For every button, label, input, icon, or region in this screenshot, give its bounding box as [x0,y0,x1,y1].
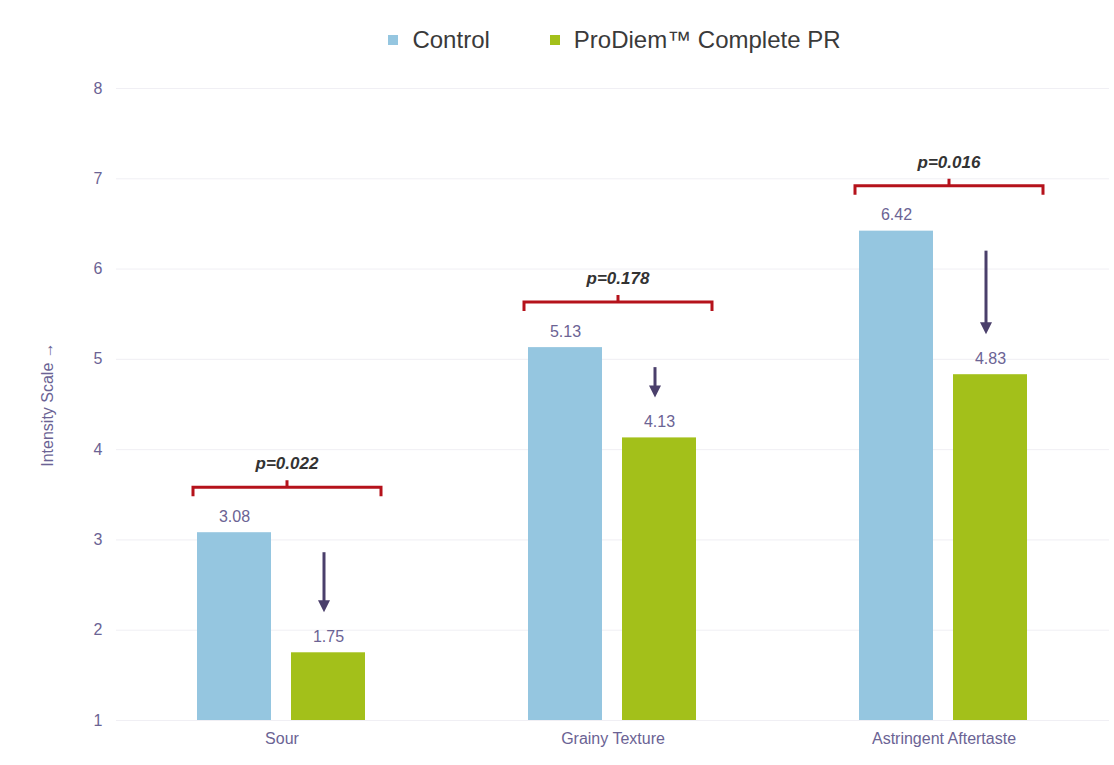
svg-text:p=0.022: p=0.022 [255,454,319,473]
svg-text:Intensity Scale →: Intensity Scale → [39,342,56,467]
svg-text:7: 7 [94,170,103,187]
svg-text:4: 4 [94,441,103,458]
html-text:ProDiem™ Complete PR: ProDiem™ Complete PR [573,26,841,53]
svg-text:1.75: 1.75 [313,628,344,645]
html-text:Control: Control [412,26,490,53]
svg-text:5: 5 [94,350,103,367]
svg-text:p=0.178: p=0.178 [586,269,650,288]
svg-text:1: 1 [94,712,103,729]
svg-text:5.13: 5.13 [550,323,581,340]
svg-text:3: 3 [94,531,103,548]
svg-text:4.13: 4.13 [644,413,675,430]
svg-text:p=0.016: p=0.016 [917,153,981,172]
svg-text:Sour: Sour [265,730,299,747]
svg-text:2: 2 [94,621,103,638]
svg-text:6.42: 6.42 [881,206,912,223]
svg-text:Astringent Aftertaste: Astringent Aftertaste [872,730,1016,747]
svg-text:8: 8 [94,80,103,97]
svg-text:3.08: 3.08 [219,508,250,525]
svg-text:6: 6 [94,260,103,277]
svg-text:Grainy Texture: Grainy Texture [561,730,665,747]
svg-text:4.83: 4.83 [975,350,1006,367]
